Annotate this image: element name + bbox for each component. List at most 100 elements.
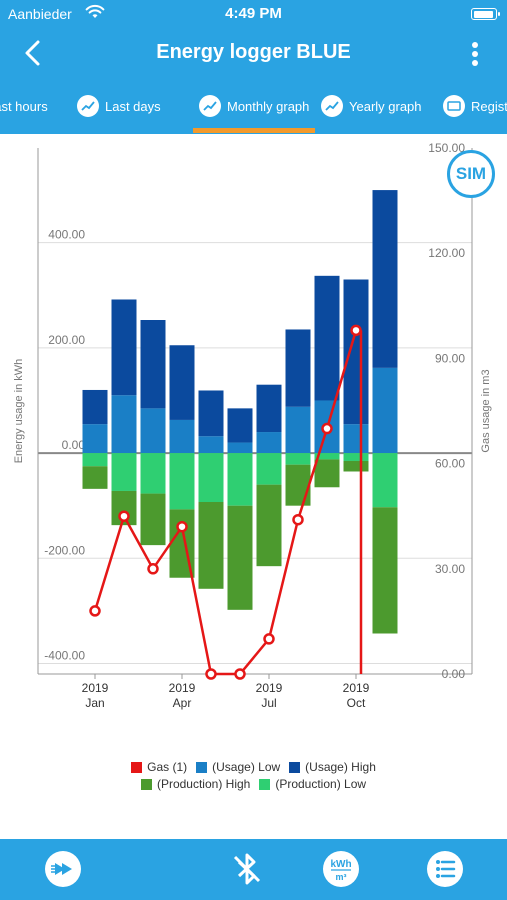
x-tick-year: 2019 (169, 681, 196, 695)
bar-production-low (256, 453, 282, 485)
x-tick-month: Jan (85, 696, 104, 710)
chart-legend: Gas (1) (Usage) Low (Usage) High (Produc… (0, 760, 507, 794)
legend-label: Gas (1) (147, 760, 188, 774)
bar-usage-low (343, 424, 369, 454)
x-tick-year: 2019 (256, 681, 283, 695)
legend-label: (Usage) High (305, 760, 376, 774)
tab-last-hours[interactable]: Last hours (0, 78, 48, 134)
legend-usage-high: (Usage) High (289, 760, 376, 774)
wifi-icon (85, 4, 105, 18)
bar-usage-low (82, 424, 108, 454)
right-axis-title: Gas usage in m3 (480, 369, 492, 452)
fast-forward-icon[interactable] (43, 849, 83, 889)
left-axis-title: Energy usage in kWh (13, 359, 25, 464)
tab-yearly-graph[interactable]: Yearly graph (321, 78, 422, 134)
bar-usage-low (140, 408, 166, 454)
legend-swatch (259, 778, 271, 790)
gas-point (263, 633, 275, 645)
bar-usage-low (198, 436, 224, 454)
bluetooth-icon[interactable] (227, 849, 267, 889)
left-tick-label: 400.00 (48, 228, 85, 242)
bar-production-low (314, 453, 340, 460)
legend-production-low: (Production) Low (259, 777, 366, 791)
bar-production-low (285, 453, 311, 465)
register-icon (443, 95, 465, 117)
gas-point (292, 513, 304, 526)
right-tick-label: 30.00 (435, 562, 465, 576)
legend-label: (Production) High (156, 777, 251, 791)
tab-label: Last hours (0, 98, 48, 114)
legend-swatch (196, 761, 208, 773)
tab-label: Monthly graph (227, 98, 310, 114)
bar-usage-high (111, 299, 137, 396)
bar-usage-low (256, 432, 282, 454)
tab-last-days[interactable]: Last days (77, 78, 161, 134)
right-tick-label: 150.00 (428, 141, 465, 155)
bar-production-high (343, 460, 369, 472)
tab-label: Register (471, 98, 507, 114)
x-tick-month: Jul (261, 696, 276, 710)
battery-icon (471, 8, 500, 20)
svg-text:m³: m³ (336, 872, 347, 882)
bar-usage-high (169, 345, 195, 420)
right-tick-label: 60.00 (435, 457, 465, 471)
tab-label: Yearly graph (349, 98, 422, 114)
status-time: 4:49 PM (225, 5, 282, 22)
legend-gas: Gas (1) (131, 760, 187, 774)
more-vertical-icon[interactable] (471, 41, 479, 67)
carrier-label: Aanbieder (8, 6, 72, 22)
list-icon[interactable] (425, 849, 465, 889)
gas-point (234, 668, 246, 680)
legend-production-high: (Production) High (140, 777, 251, 791)
legend-label: (Production) Low (275, 777, 367, 791)
bar-usage-high (256, 384, 282, 433)
x-tick-year: 2019 (82, 681, 109, 695)
bar-production-low (343, 453, 369, 461)
tab-bar: Last hours Last days Monthly graph Yearl… (0, 78, 507, 134)
left-tick-label: 0.00 (62, 438, 86, 452)
bar-usage-low (169, 419, 195, 454)
bar-usage-high (82, 389, 108, 425)
legend-usage-low: (Usage) Low (196, 760, 280, 774)
x-tick-year: 2019 (343, 681, 370, 695)
bar-usage-high (372, 190, 398, 368)
legend-swatch (131, 761, 143, 773)
bar-usage-high (314, 275, 340, 401)
gas-line (93, 329, 358, 676)
gas-point (350, 324, 362, 337)
bar-usage-low (285, 406, 311, 454)
gas-point (89, 605, 101, 617)
right-tick-label: 90.00 (435, 351, 465, 365)
tab-monthly-graph[interactable]: Monthly graph (199, 78, 309, 134)
bar-usage-low (111, 395, 137, 454)
right-tick-label: 120.00 (428, 246, 465, 260)
bar-production-high (227, 505, 253, 610)
page-title: Energy logger BLUE (156, 41, 351, 63)
gas-point (176, 520, 188, 533)
gas-point (147, 563, 159, 575)
kwh-m3-icon[interactable]: kWh m³ (321, 849, 361, 889)
status-bar: Aanbieder 4:49 PM (0, 0, 507, 28)
bar-production-high (256, 484, 282, 567)
chart-icon (199, 95, 221, 117)
x-tick-month: Apr (173, 696, 192, 710)
bar-usage-high (343, 279, 369, 425)
bar-production-high (140, 493, 166, 546)
bar-production-low (169, 453, 195, 510)
bar-production-low (140, 453, 166, 494)
svg-text:kWh: kWh (330, 859, 351, 870)
bar-usage-high (198, 390, 224, 437)
gas-point (205, 668, 217, 680)
bar-production-low (82, 453, 108, 467)
tab-register[interactable]: Register (443, 78, 507, 134)
bar-usage-high (140, 320, 166, 409)
gas-point (321, 422, 333, 435)
bar-usage-high (227, 408, 253, 443)
x-tick-month: Oct (347, 696, 366, 710)
bar-production-high (198, 501, 224, 589)
bar-production-low (198, 453, 224, 502)
back-arrow-icon[interactable] (20, 38, 48, 68)
sim-badge[interactable]: SIM (447, 150, 495, 198)
bar-production-high (314, 459, 340, 488)
app-bar: Energy logger BLUE (0, 28, 507, 78)
